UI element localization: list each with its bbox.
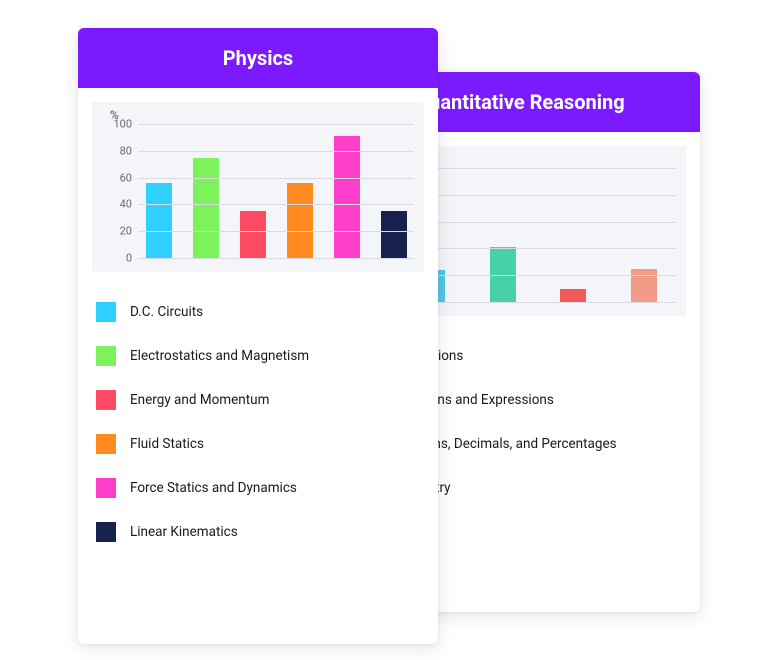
y-tick-label: 20 [106,225,132,238]
chart-gridline [138,124,414,125]
chart-bar [381,211,407,258]
y-tick-label: 60 [106,171,132,184]
legend-label: D.C. Circuits [130,304,203,320]
chart-plot [400,168,676,302]
chart-gridline [400,195,676,196]
chart-gridline [400,222,676,223]
legend-swatch [96,302,116,322]
chart-gridline [400,275,676,276]
card-title: Physics [223,46,293,70]
chart-gridline [400,248,676,249]
legend-item: D.C. Circuits [94,290,422,334]
y-tick-label: 100 [106,118,132,131]
legend-swatch [96,390,116,410]
chart-gridline [138,258,414,259]
chart-bar [334,136,360,258]
card-physics: Physics % 020406080100 D.C. CircuitsElec… [78,28,438,644]
chart-gridline [138,204,414,205]
legend-swatch [96,346,116,366]
card-title: Quantitative Reasoning [415,90,624,114]
legend-item: Force Statics and Dynamics [94,466,422,510]
chart-gridline [400,168,676,169]
legend-swatch [96,522,116,542]
chart-gridline [138,178,414,179]
legend-label: Force Statics and Dynamics [130,480,297,496]
y-tick-label: 0 [106,252,132,265]
legend-item: Energy and Momentum [94,378,422,422]
chart-gridline [400,302,676,303]
chart-gridline [138,151,414,152]
chart-gridline [138,231,414,232]
legend: D.C. Circuits Electrostatics and Magnetis… [78,282,438,558]
chart-area: % 020406080100 [92,102,424,272]
chart-bar [193,158,219,259]
legend-swatch [96,434,116,454]
legend-label: Electrostatics and Magnetism [130,348,309,364]
chart-plot [138,124,414,258]
legend-label: Linear Kinematics [130,524,238,540]
legend-item: Linear Kinematics [94,510,422,554]
chart-bar [146,183,172,258]
legend-item: Fluid Statics [94,422,422,466]
chart-bar [560,289,586,302]
chart-bar [240,211,266,258]
legend-item: Electrostatics and Magnetism [94,334,422,378]
y-tick-label: 40 [106,198,132,211]
legend-swatch [96,478,116,498]
legend-label: Energy and Momentum [130,392,269,408]
chart-bar [287,183,313,258]
chart-bar [631,269,657,303]
card-header: Physics [78,28,438,88]
y-tick-label: 80 [106,144,132,157]
legend-label: Fluid Statics [130,436,204,452]
